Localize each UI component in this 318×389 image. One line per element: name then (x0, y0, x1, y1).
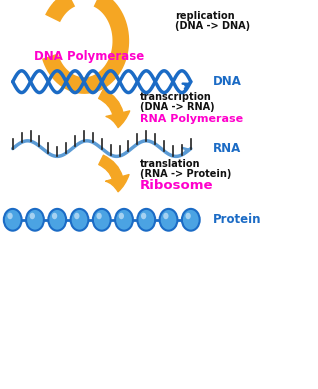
Circle shape (7, 213, 13, 219)
Circle shape (182, 209, 200, 231)
FancyArrowPatch shape (99, 155, 129, 192)
Circle shape (115, 209, 133, 231)
Circle shape (52, 213, 57, 219)
Text: DNA Polymerase: DNA Polymerase (34, 50, 144, 63)
Circle shape (74, 213, 80, 219)
Circle shape (96, 213, 102, 219)
Text: (DNA -> DNA): (DNA -> DNA) (175, 21, 250, 32)
Circle shape (119, 213, 124, 219)
Text: Ribosome: Ribosome (140, 179, 213, 193)
Text: Protein: Protein (213, 213, 262, 226)
Text: RNA: RNA (213, 142, 241, 155)
Text: RNA Polymerase: RNA Polymerase (140, 114, 243, 124)
Text: translation: translation (140, 159, 200, 169)
Circle shape (48, 209, 66, 231)
Circle shape (71, 209, 88, 231)
Circle shape (4, 209, 22, 231)
Circle shape (30, 213, 35, 219)
Text: DNA: DNA (213, 75, 242, 88)
Text: (RNA -> Protein): (RNA -> Protein) (140, 169, 231, 179)
Circle shape (26, 209, 44, 231)
Circle shape (137, 209, 155, 231)
Circle shape (185, 213, 191, 219)
FancyArrowPatch shape (99, 89, 130, 128)
Circle shape (141, 213, 146, 219)
Circle shape (160, 209, 177, 231)
Circle shape (163, 213, 169, 219)
Circle shape (93, 209, 111, 231)
Text: (DNA -> RNA): (DNA -> RNA) (140, 102, 215, 112)
Text: transcription: transcription (140, 92, 212, 102)
Text: replication: replication (175, 11, 235, 21)
